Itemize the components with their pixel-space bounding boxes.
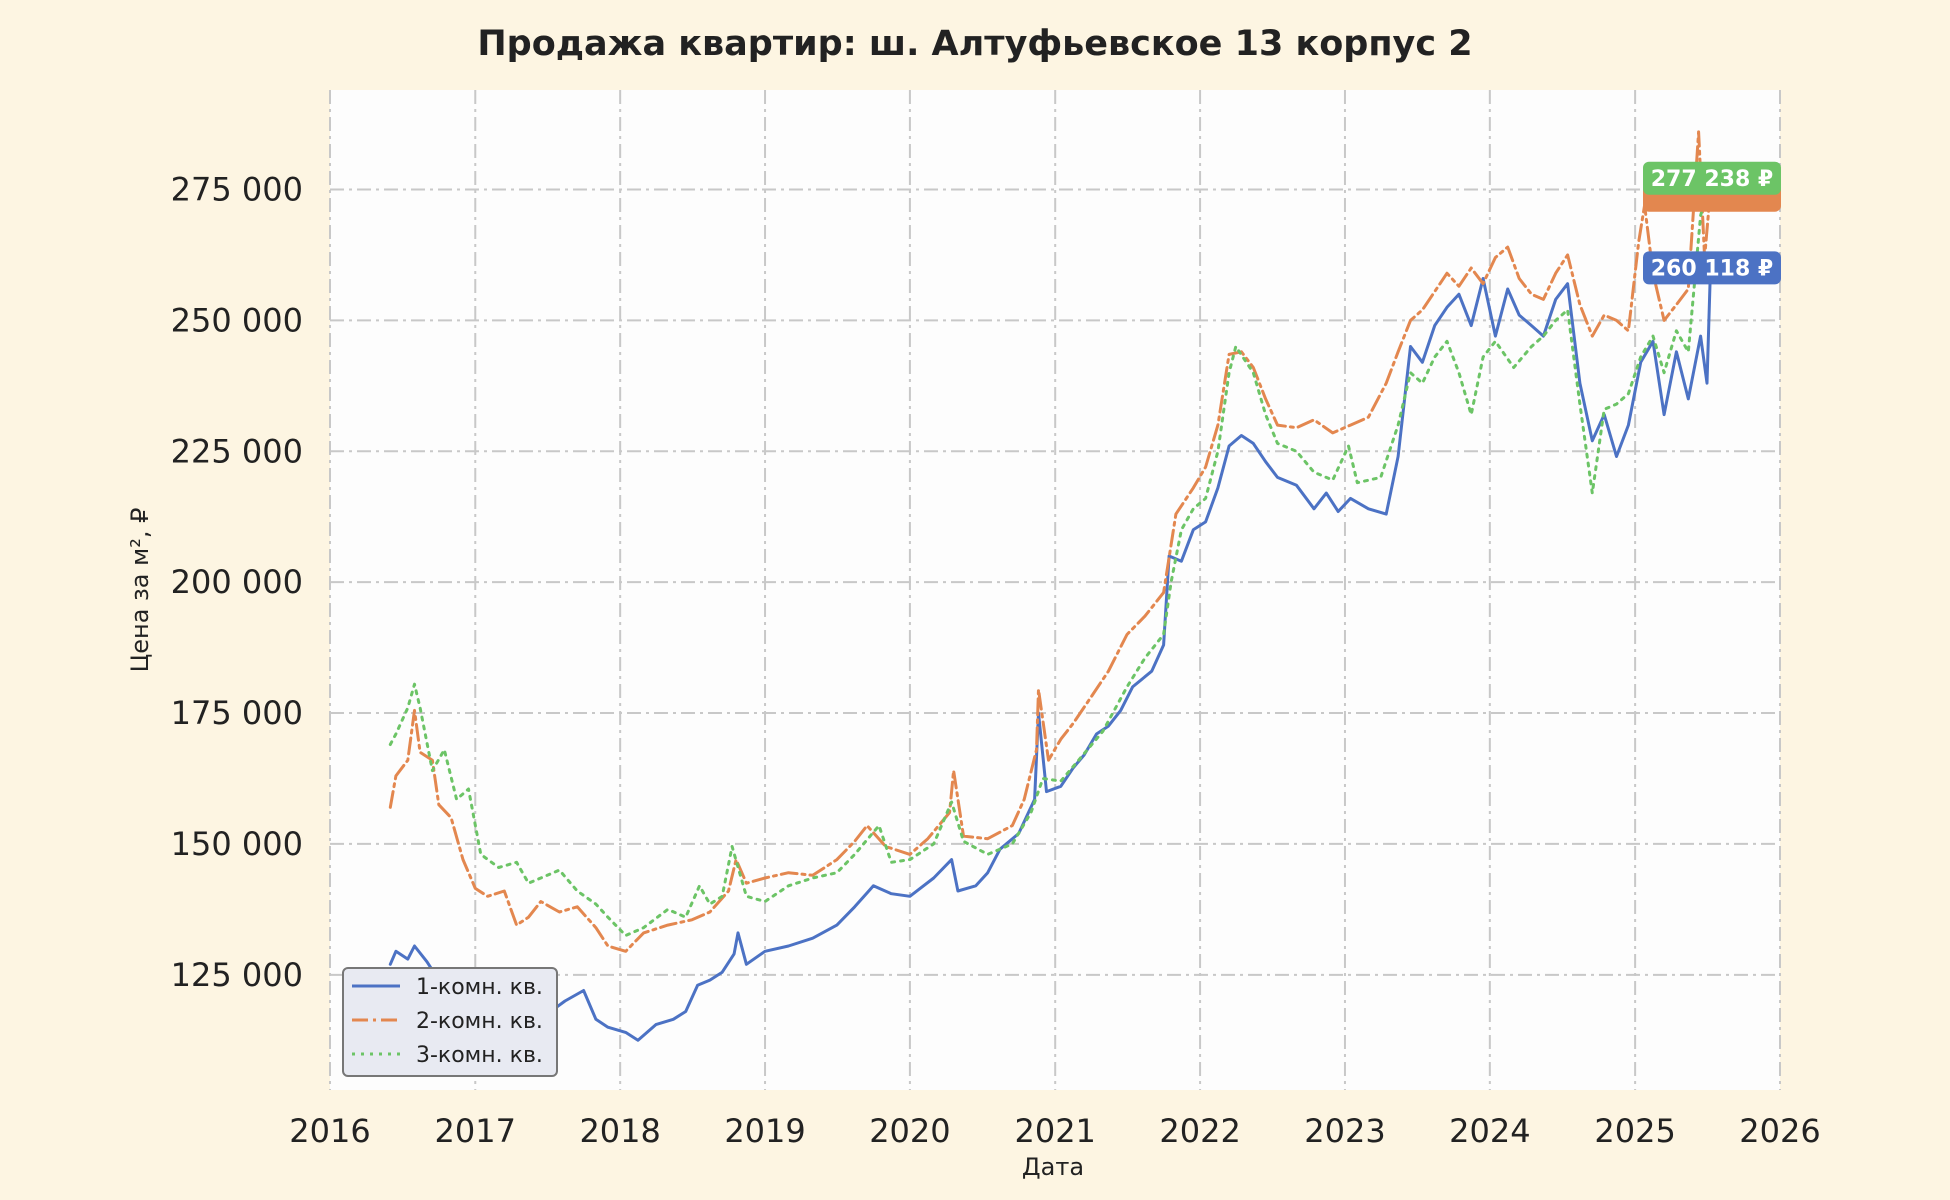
x-tick-label: 2016 xyxy=(289,1112,370,1150)
value-badge-label: 260 118 ₽ xyxy=(1651,256,1773,281)
value-badges: 277 238 ₽ 260 118 ₽ xyxy=(1643,161,1781,285)
x-tick-label: 2023 xyxy=(1304,1112,1385,1150)
x-tick-label: 2020 xyxy=(869,1112,950,1150)
legend: 1-комн. кв. 2-комн. кв. 3-комн. кв. xyxy=(342,967,558,1077)
x-tick-label: 2025 xyxy=(1594,1112,1675,1150)
x-tick-label: 2018 xyxy=(579,1112,660,1150)
x-tick-label: 2022 xyxy=(1159,1112,1240,1150)
value-badge-label: 277 238 ₽ xyxy=(1651,167,1773,192)
series-line-2-room xyxy=(388,130,1712,953)
y-tick-label: 275 000 xyxy=(171,170,303,208)
series-line-3-room xyxy=(388,176,1712,937)
x-tick-label: 2017 xyxy=(435,1112,516,1150)
x-tick-label: 2021 xyxy=(1014,1112,1095,1150)
x-tick-label: 2019 xyxy=(724,1112,805,1150)
y-tick-label: 250 000 xyxy=(171,301,303,339)
series-lines xyxy=(388,130,1712,1042)
legend-label-3-room: 3-комн. кв. xyxy=(416,1043,543,1068)
x-tick-label: 2024 xyxy=(1449,1112,1530,1150)
value-badge xyxy=(1643,161,1781,195)
y-tick-label: 150 000 xyxy=(171,825,303,863)
y-tick-label: 125 000 xyxy=(171,956,303,994)
y-tick-label: 225 000 xyxy=(171,432,303,470)
legend-label-2-room: 2-комн. кв. xyxy=(416,1009,543,1034)
value-badge xyxy=(1643,251,1781,285)
y-axis-label: Цена за м², ₽ xyxy=(126,508,154,673)
chart-title: Продажа квартир: ш. Алтуфьевское 13 корп… xyxy=(477,24,1472,64)
y-tick-label: 175 000 xyxy=(171,694,303,732)
y-tick-label: 200 000 xyxy=(171,563,303,601)
legend-box xyxy=(342,967,558,1077)
y-axis-ticks: 125 000 150 000 175 000 200 000 225 000 250 0… xyxy=(171,170,303,993)
x-axis-label: Дата xyxy=(1022,1153,1084,1181)
legend-label-1-room: 1-комн. кв. xyxy=(416,975,543,1000)
x-tick-label: 2026 xyxy=(1739,1112,1820,1150)
series-line-1-room xyxy=(388,265,1712,1042)
x-axis-ticks: 2016 2017 2018 2019 2020 2021 2022 2023 2024 2025… xyxy=(289,1112,1820,1150)
